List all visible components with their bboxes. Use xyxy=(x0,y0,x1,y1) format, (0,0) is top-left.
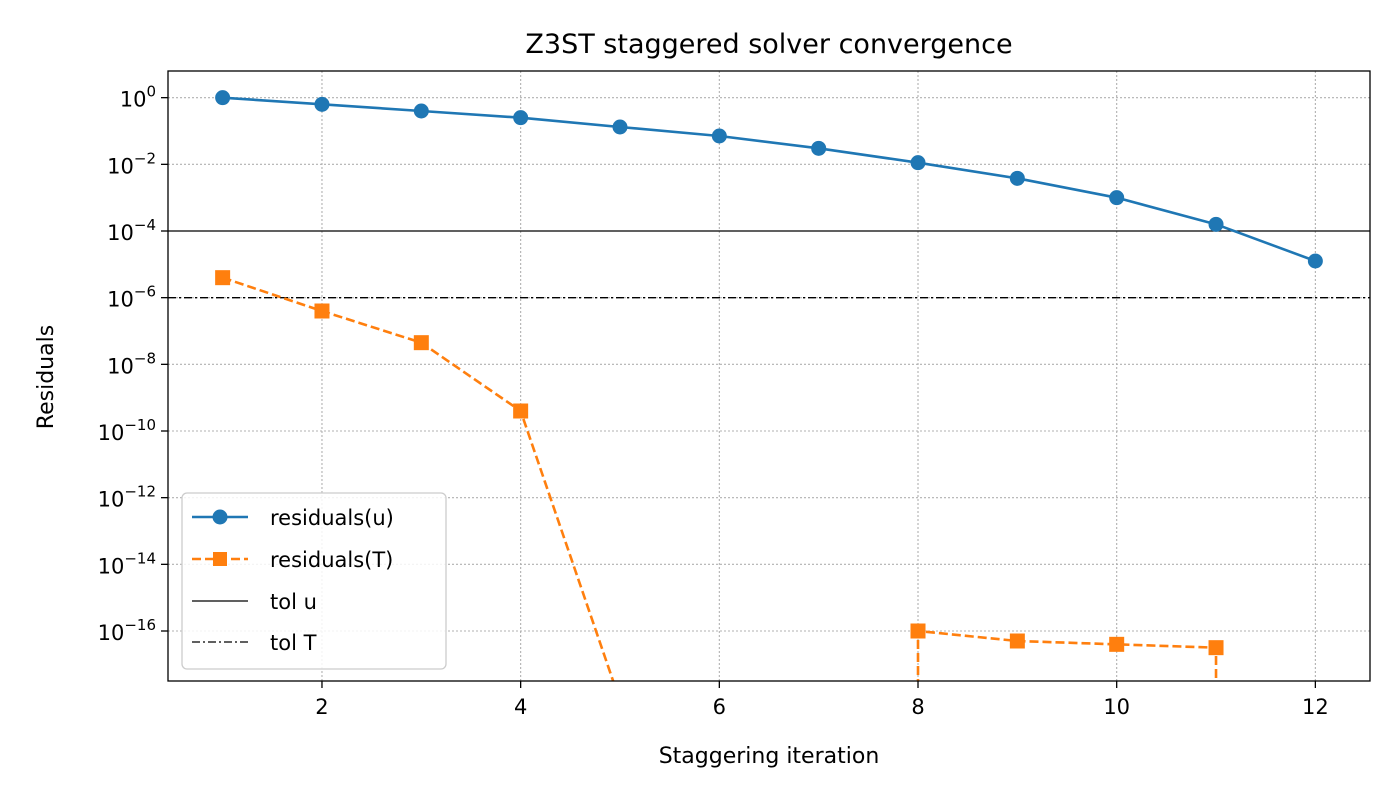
data-point xyxy=(910,623,926,639)
grid xyxy=(168,71,1370,681)
legend-marker-residuals-u xyxy=(212,509,228,525)
x-tick-label: 10 xyxy=(1103,695,1130,719)
data-point xyxy=(413,103,429,119)
data-point xyxy=(215,270,231,286)
plot-frame xyxy=(167,70,1371,682)
data-point xyxy=(910,155,926,171)
data-point xyxy=(513,403,529,419)
y-tick-label: 10−2 xyxy=(107,149,156,178)
x-axis-label: Staggering iteration xyxy=(659,744,880,769)
y-axis-label: Residuals xyxy=(34,325,59,429)
tolerance-lines xyxy=(168,230,1370,299)
legend-entry-tol-t: tol T xyxy=(192,631,317,655)
data-point xyxy=(1009,170,1025,186)
y-axis-ticks: 100 10−2 10−4 10−6 10−8 10−10 10−12 10−14 10−16 xyxy=(98,83,168,645)
data-point xyxy=(1109,190,1125,206)
data-point xyxy=(1208,216,1224,232)
x-tick-label: 8 xyxy=(911,695,924,719)
data-point xyxy=(1109,636,1125,652)
x-tick-label: 6 xyxy=(713,695,726,719)
y-tick-label: 10−8 xyxy=(107,349,156,378)
data-point xyxy=(314,96,330,112)
x-tick-label: 2 xyxy=(315,695,328,719)
series-group xyxy=(215,90,1323,681)
x-tick-label: 4 xyxy=(514,695,527,719)
data-point xyxy=(1307,253,1323,269)
y-tick-label: 10−12 xyxy=(98,483,156,512)
y-tick-label: 10−10 xyxy=(98,416,156,445)
y-tick-label: 10−16 xyxy=(98,616,156,645)
legend: residuals(u) residuals(T) tol u tol T xyxy=(181,492,447,670)
series-line xyxy=(222,96,1316,263)
legend-label-residuals-t: residuals(T) xyxy=(270,548,393,572)
data-point xyxy=(314,303,330,319)
data-point xyxy=(1208,640,1224,656)
y-tick-label: 100 xyxy=(120,83,156,112)
data-point xyxy=(513,110,529,126)
series-residuals-t xyxy=(215,270,1224,681)
data-point xyxy=(1009,633,1025,649)
legend-box xyxy=(181,492,447,670)
legend-marker-residuals-t xyxy=(213,552,227,566)
legend-label-tol-t: tol T xyxy=(270,631,317,655)
y-tick-label: 10−14 xyxy=(98,549,156,578)
chart-title: Z3ST staggered solver convergence xyxy=(525,29,1012,60)
y-tick-label: 10−6 xyxy=(107,283,156,312)
x-tick-label: 12 xyxy=(1302,695,1329,719)
data-point xyxy=(711,128,727,144)
data-point xyxy=(215,90,231,106)
legend-entry-residuals-u: residuals(u) xyxy=(192,506,394,530)
y-tick-label: 10−4 xyxy=(107,216,156,245)
x-axis-ticks: 2 4 6 8 10 12 xyxy=(315,681,1329,719)
legend-entry-residuals-t: residuals(T) xyxy=(192,548,393,572)
data-point xyxy=(612,119,628,135)
legend-entry-tol-u: tol u xyxy=(192,590,317,614)
legend-label-tol-u: tol u xyxy=(270,590,317,614)
data-point xyxy=(413,335,429,351)
legend-label-residuals-u: residuals(u) xyxy=(270,506,394,530)
series-residuals-u xyxy=(215,90,1323,269)
data-point xyxy=(811,140,827,156)
